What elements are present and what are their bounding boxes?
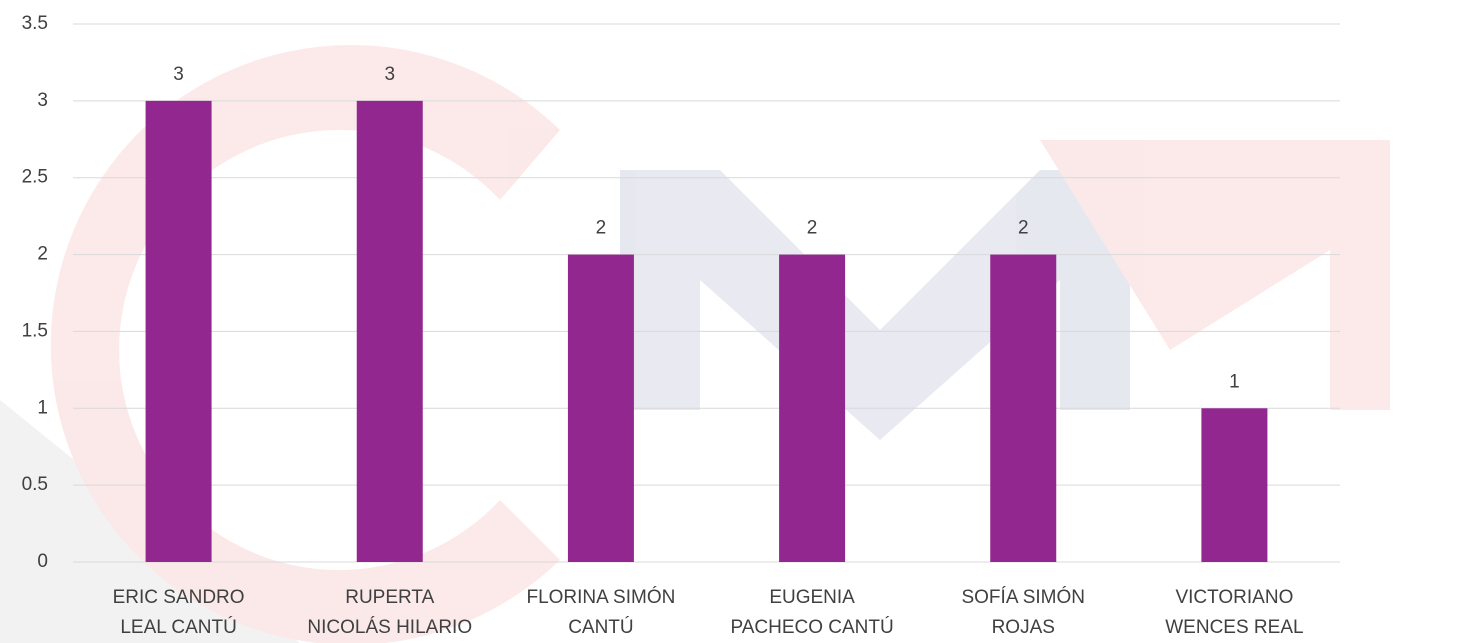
y-tick-label: 1.5	[22, 320, 48, 341]
data-label: 3	[173, 64, 184, 85]
bar	[145, 100, 212, 562]
data-label: 3	[384, 64, 395, 85]
data-label: 2	[1018, 218, 1029, 239]
bar	[567, 254, 634, 563]
y-tick-label: 3.5	[22, 13, 48, 34]
bar	[779, 254, 846, 563]
data-label: 2	[596, 218, 607, 239]
x-tick-label: ERIC SANDRO LEAL CANTÚ	[113, 587, 245, 638]
y-tick-label: 2.5	[22, 167, 48, 188]
bar	[990, 254, 1057, 563]
x-tick-label: RUPERTA NICOLÁS HILARIO	[307, 587, 472, 638]
x-tick-label: VICTORIANO WENCES REAL	[1165, 587, 1303, 638]
data-label: 1	[1229, 371, 1240, 392]
bar	[356, 100, 423, 562]
x-tick-label: SOFÍA SIMÓN ROJAS	[961, 586, 1085, 638]
y-tick-label: 3	[37, 90, 48, 111]
data-label: 2	[807, 218, 818, 239]
y-tick-label: 0	[37, 551, 48, 572]
y-tick-label: 0.5	[22, 474, 48, 495]
x-tick-label: FLORINA SIMÓN CANTÚ	[526, 586, 675, 638]
bar	[1201, 408, 1268, 562]
y-tick-label: 1	[37, 397, 48, 418]
y-tick-label: 2	[37, 244, 48, 265]
x-tick-label: EUGENIA PACHECO CANTÚ	[730, 587, 893, 638]
